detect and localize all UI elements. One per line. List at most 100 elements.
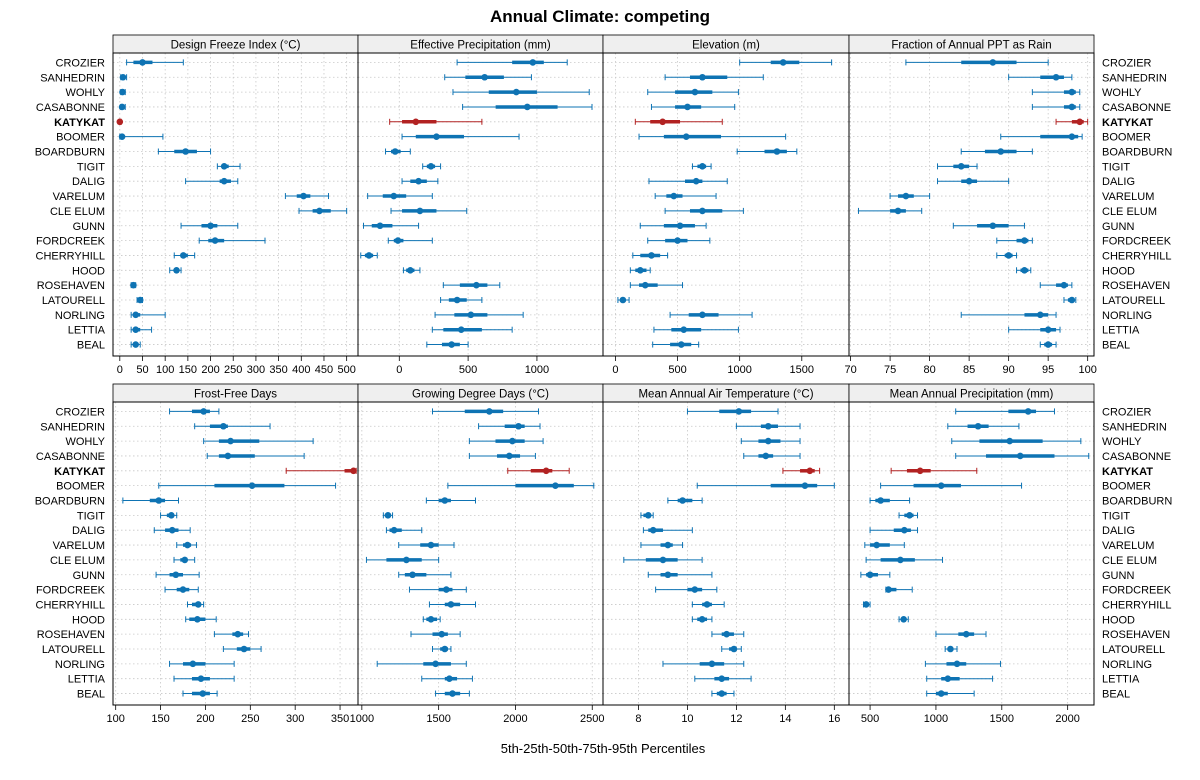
median-point	[394, 237, 402, 244]
median-point	[957, 163, 965, 170]
median-point	[118, 133, 126, 140]
row-label-left: KATYKAT	[54, 117, 105, 129]
row-label-left: CLE ELUM	[50, 206, 105, 218]
x-tick-label: 400	[292, 364, 310, 376]
median-point	[390, 192, 398, 200]
median-point	[953, 660, 961, 668]
x-tick-label: 85	[963, 364, 975, 376]
median-point	[1021, 237, 1028, 244]
median-point	[180, 252, 187, 259]
x-tick-label: 250	[224, 364, 242, 376]
row-label-left: NORLING	[55, 310, 105, 322]
row-label-left: DALIG	[72, 176, 105, 188]
panel-3: Elevation (m) 0 500 1000 1500	[602, 34, 850, 376]
panel-title: Mean Annual Precipitation (mm)	[890, 389, 1054, 401]
x-tick-label: 0	[612, 364, 618, 376]
median-point	[674, 237, 681, 244]
median-point	[1068, 133, 1076, 140]
row-label-right: BOOMER	[1102, 481, 1151, 493]
median-point	[670, 192, 678, 200]
row-label-right: VARELUM	[1102, 191, 1154, 203]
x-tick-label: 150	[179, 364, 197, 376]
x-tick-label: 16	[828, 713, 840, 725]
median-point	[168, 526, 176, 534]
row-label-left: ROSEHAVEN	[37, 280, 105, 292]
median-point	[1076, 118, 1084, 126]
median-point	[220, 422, 227, 430]
median-point	[699, 163, 706, 170]
median-point	[962, 630, 970, 638]
median-point	[730, 645, 738, 653]
median-point	[376, 222, 384, 230]
median-point	[168, 512, 175, 519]
panel-border	[848, 52, 1095, 357]
median-point	[679, 497, 686, 504]
median-point	[407, 267, 414, 274]
median-point	[989, 222, 997, 230]
row-label-right: GUNN	[1102, 221, 1134, 233]
median-point	[220, 163, 228, 170]
panel-border	[848, 401, 1095, 706]
median-point	[965, 177, 973, 185]
row-label-right: VARELUM	[1102, 540, 1154, 552]
x-tick-label: 1000	[525, 364, 549, 376]
median-point	[412, 118, 420, 126]
row-label-left: KATYKAT	[54, 466, 105, 478]
median-point	[691, 88, 699, 96]
median-point	[199, 690, 207, 697]
panel-border	[112, 401, 359, 706]
x-tick-label: 2000	[1055, 713, 1079, 725]
median-point	[1052, 73, 1060, 81]
median-point	[427, 541, 435, 549]
median-point	[664, 571, 672, 579]
median-point	[118, 103, 126, 111]
median-point	[916, 467, 924, 475]
median-point	[184, 541, 191, 549]
median-point	[200, 408, 207, 415]
row-label-left: WOHLY	[65, 436, 105, 448]
median-point	[1068, 88, 1076, 96]
x-tick-label: 500	[337, 364, 355, 376]
panel-border	[602, 401, 850, 706]
x-tick-label: 10	[681, 713, 693, 725]
median-point	[132, 341, 139, 348]
median-point	[365, 252, 373, 259]
median-point	[806, 467, 814, 475]
median-point	[1021, 267, 1028, 274]
x-tick-label: 12	[730, 713, 742, 725]
median-point	[316, 207, 323, 215]
row-label-left: VARELUM	[53, 191, 105, 203]
median-point	[703, 601, 711, 608]
median-point	[179, 586, 187, 593]
x-tick-label: 1500	[790, 364, 814, 376]
median-point	[515, 422, 522, 430]
median-point	[641, 281, 649, 289]
median-point	[449, 690, 456, 697]
x-tick-label: 100	[1078, 364, 1096, 376]
median-point	[684, 103, 691, 111]
median-point	[441, 645, 449, 653]
median-point	[677, 341, 685, 348]
row-label-right: CHERRYHILL	[1102, 599, 1172, 611]
x-tick-label: 14	[779, 713, 791, 725]
median-point	[447, 601, 455, 608]
row-label-right: CASABONNE	[1102, 102, 1171, 114]
row-label-right: DALIG	[1102, 176, 1135, 188]
median-point	[762, 452, 770, 460]
row-label-right: CASABONNE	[1102, 451, 1171, 463]
row-label-left: CASABONNE	[36, 102, 105, 114]
panel-title: Frost-Free Days	[194, 389, 277, 401]
median-point	[862, 601, 870, 608]
row-label-right: KATYKAT	[1102, 466, 1153, 478]
x-tick-label: 0	[396, 364, 402, 376]
row-label-left: LETTIA	[68, 325, 106, 337]
x-tick-label: 350	[269, 364, 287, 376]
median-point	[698, 616, 706, 623]
row-label-right: FORDCREEK	[1102, 236, 1172, 248]
panel-border	[357, 52, 604, 357]
chart-title: Annual Climate: competing	[490, 7, 710, 26]
row-label-left: BEAL	[77, 340, 105, 352]
panel-1: Design Freeze Index (°C) 0 50 100 150 200 250 3…	[112, 34, 359, 376]
median-point	[866, 571, 874, 579]
x-tick-label: 2500	[580, 713, 604, 725]
